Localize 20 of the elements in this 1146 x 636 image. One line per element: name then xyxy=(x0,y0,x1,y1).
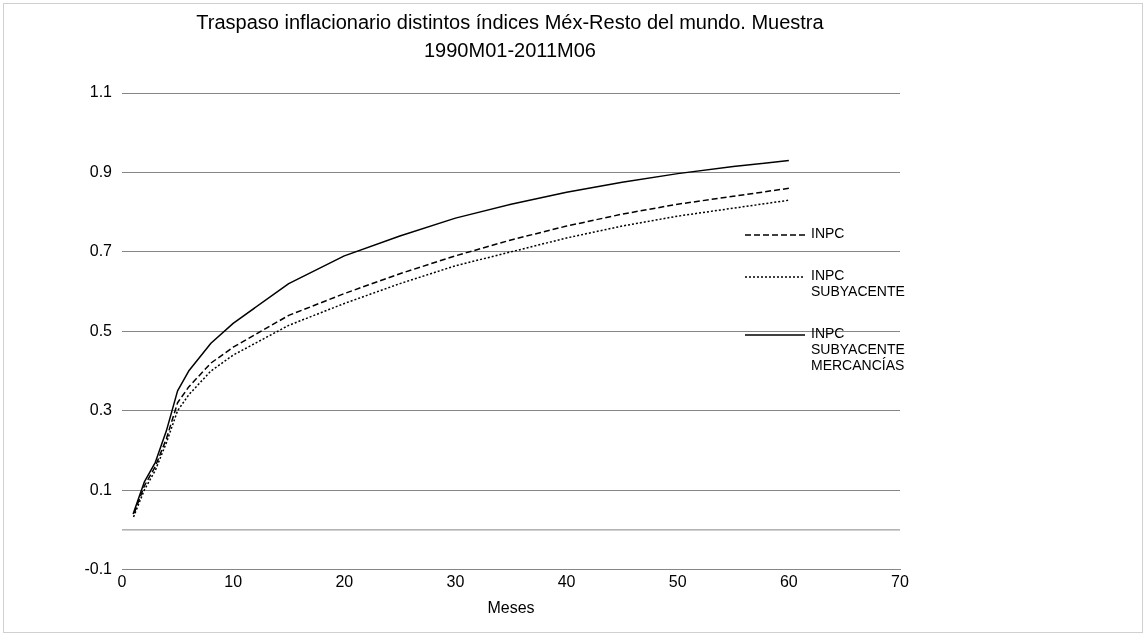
legend-label: INPC xyxy=(811,225,845,241)
y-tick-label: 0.1 xyxy=(89,480,113,498)
x-axis-title: Meses xyxy=(487,598,535,616)
chart-title: Traspaso inflacionario distintos índices Méx-Resto del mundo. Muestra 1990M01-2011M06 xyxy=(195,10,825,63)
y-tick-label: 0.7 xyxy=(89,242,113,260)
legend-label: INPC SUBYACENTE xyxy=(811,267,906,299)
y-tick-label: 0.9 xyxy=(89,162,113,180)
x-tick-label: 70 xyxy=(891,572,909,590)
y-tick-label: 0.3 xyxy=(89,401,113,419)
y-tick-label: 0.5 xyxy=(89,321,113,339)
x-tick-label: 10 xyxy=(224,572,243,590)
x-tick-label: 0 xyxy=(117,572,127,590)
x-tick-label: 50 xyxy=(668,572,687,590)
x-tick-label: 20 xyxy=(335,572,354,590)
x-tick-label: 40 xyxy=(557,572,576,590)
x-tick-label: 30 xyxy=(446,572,465,590)
x-tick-label: 60 xyxy=(779,572,798,590)
legend-label: INPC SUBYACENTE MERCANCÍAS xyxy=(811,325,906,373)
y-tick-label: -0.1 xyxy=(84,560,113,578)
y-tick-label: 1.1 xyxy=(89,83,113,101)
